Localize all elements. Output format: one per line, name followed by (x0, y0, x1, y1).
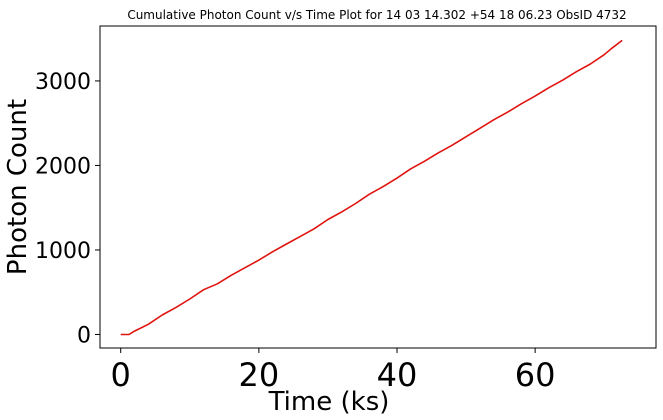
series-layer (120, 39, 623, 336)
x-tick-label: 20 (238, 356, 279, 394)
y-tick-label: 0 (77, 323, 91, 348)
series-line (120, 39, 623, 336)
x-tick-label: 60 (515, 356, 556, 394)
x-tick-label: 40 (377, 356, 418, 394)
y-tick-label: 2000 (35, 154, 91, 179)
x-axis-label: Time (ks) (268, 387, 390, 417)
y-axis-label: Photon Count (3, 99, 33, 275)
plot-area (99, 25, 657, 349)
y-tick-label: 1000 (35, 239, 91, 264)
y-tick-label: 3000 (35, 70, 91, 95)
chart-title: Cumulative Photon Count v/s Time Plot fo… (127, 8, 626, 22)
x-tick-label: 0 (111, 356, 131, 394)
axis-ticks: 0 20 40 60 0 1000 2000 3000 (35, 70, 555, 394)
